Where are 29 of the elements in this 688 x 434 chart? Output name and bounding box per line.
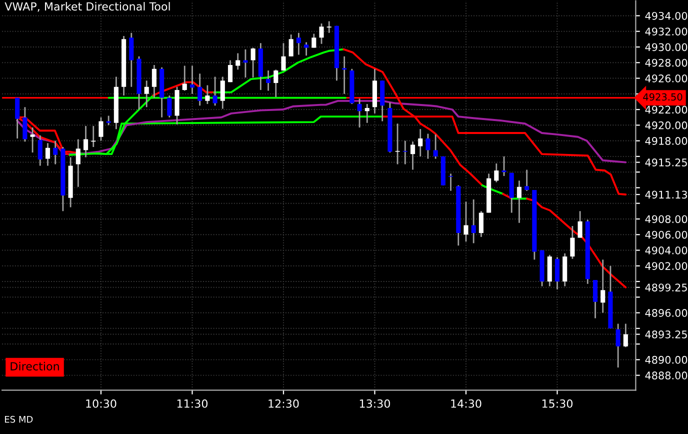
annotation: Direction: [10, 362, 59, 370]
y-tick-label: 4920.00: [645, 121, 688, 130]
x-tick-label: 15:30: [542, 399, 573, 408]
x-tick-label: 12:30: [268, 399, 299, 408]
y-tick-label: 4896.00: [645, 309, 688, 317]
x-tick-label: 14:30: [451, 399, 482, 408]
x-tick-label: 11:30: [177, 399, 208, 408]
y-tick-label: 4930.00: [645, 43, 688, 52]
y-tick-label: 4926.00: [645, 74, 688, 82]
y-tick-label: 4928.00: [645, 58, 688, 67]
y-tick-label: 4908.00: [645, 215, 688, 224]
y-tick-label: 4899.25: [645, 284, 687, 292]
y-tick-label: 4934.00: [645, 12, 688, 20]
text: ES MD: [5, 416, 33, 423]
y-tick-label: 4893.25: [645, 330, 687, 338]
y-tick-label: 4902.00: [645, 262, 688, 270]
y-tick-label: 4888.00: [645, 372, 688, 380]
x-tick-label: 13:30: [360, 399, 390, 408]
y-tick-label: 4911.13: [645, 190, 687, 199]
y-tick-label: 4904.00: [645, 246, 688, 254]
y-tick-label: 4918.00: [645, 137, 688, 145]
y-tick-label: 4922.00: [645, 106, 688, 114]
y-tick-label: 4932.00: [645, 28, 688, 36]
y-tick-label: 4890.00: [645, 356, 688, 364]
y-tick-label: 4906.00: [645, 230, 688, 239]
y-tick-label: 4915.25: [645, 158, 687, 166]
x-tick-label: 10:30: [86, 399, 116, 408]
ref-line-label: 4923.50: [643, 93, 682, 101]
chart-title: VWAP, Market Directional Tool: [4, 2, 170, 12]
